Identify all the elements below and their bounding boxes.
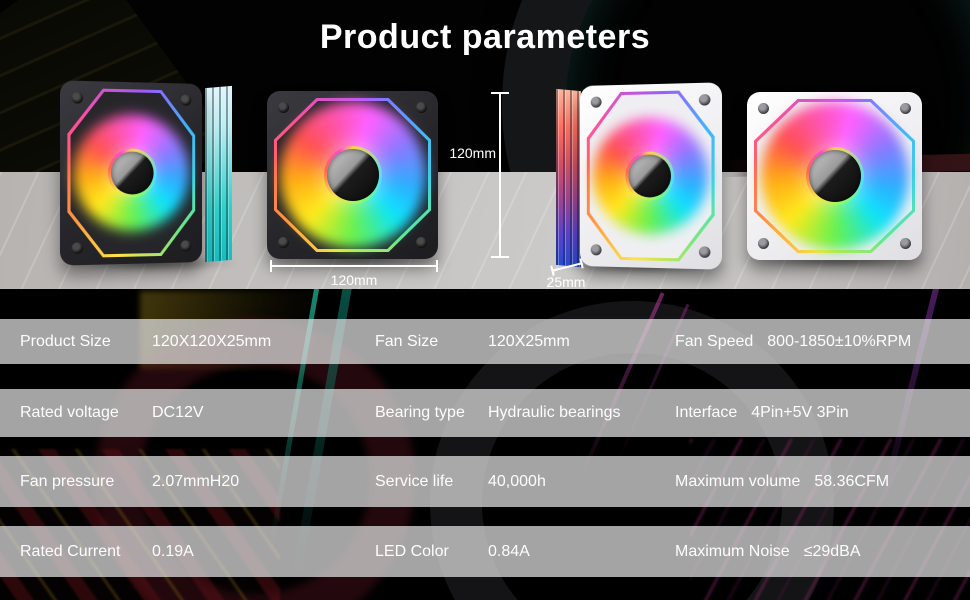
spec-value: 2.07mmH20 — [152, 472, 240, 490]
spec-cell: Maximum Noise ≤29dBA — [675, 543, 970, 561]
screw-hole-icon — [698, 246, 711, 258]
spec-label: Product Size — [20, 332, 111, 350]
width-dimension-label: 120mm — [330, 272, 378, 288]
spec-row-electrical: Rated voltage DC12V Bearing type Hydraul… — [0, 389, 970, 437]
screw-hole-icon — [900, 238, 911, 249]
spec-label: Rated voltage — [20, 404, 119, 421]
fan-frame — [580, 82, 723, 270]
screw-hole-icon — [180, 240, 192, 252]
fan-hub-core — [808, 150, 861, 202]
black-fan-front-view — [267, 91, 438, 259]
spec-value: 120X25mm — [488, 332, 570, 350]
screw-hole-icon — [758, 238, 769, 249]
screw-hole-icon — [698, 94, 711, 106]
fan-frame — [267, 91, 438, 259]
screw-hole-icon — [590, 244, 602, 256]
spec-label: Fan pressure — [20, 472, 115, 490]
spec-value: 40,000h — [488, 472, 546, 490]
spec-value: 120X120X25mm — [152, 332, 272, 350]
spec-value: 800-1850±10%RPM — [767, 332, 912, 350]
width-dimension-line — [270, 260, 438, 272]
spec-label: Service life — [375, 472, 454, 490]
spec-label: Interface — [675, 404, 738, 421]
fan-hub — [323, 146, 382, 204]
fan-hub — [805, 147, 864, 205]
spec-row-size: Product Size 120X120X25mm Fan Size 120X2… — [0, 319, 970, 364]
spec-label: Maximum volume — [675, 472, 801, 490]
spec-value: 4Pin+5V 3Pin — [751, 404, 849, 421]
white-fan-front-view — [747, 92, 922, 260]
spec-value: 58.36CFM — [814, 472, 890, 490]
spec-label: Rated Current — [20, 542, 121, 560]
fan-hub — [107, 148, 157, 198]
spec-value: Hydraulic bearings — [488, 404, 621, 421]
height-dimension-label: 120mm — [449, 145, 496, 161]
spec-label: Fan Speed — [675, 332, 754, 350]
screw-hole-icon — [416, 237, 427, 248]
screw-hole-icon — [71, 92, 84, 104]
screw-hole-icon — [71, 242, 84, 254]
spec-cell: Interface 4Pin+5V 3Pin — [675, 404, 970, 422]
spec-row-performance: Fan pressure 2.07mmH20 Service life 40,0… — [0, 456, 970, 507]
page-title: Product parameters — [319, 18, 651, 56]
spec-value: 0.84A — [488, 542, 530, 560]
screw-hole-icon — [900, 103, 911, 114]
spec-value: 0.19A — [152, 542, 194, 560]
rgb-side-strip — [556, 88, 581, 268]
fan-frame — [747, 92, 922, 260]
screw-hole-icon — [590, 96, 602, 108]
screw-hole-icon — [278, 102, 289, 113]
fan-frame — [59, 80, 203, 266]
rgb-side-strip — [205, 85, 232, 263]
screw-hole-icon — [180, 94, 192, 106]
screw-hole-icon — [278, 237, 289, 248]
spec-label: Maximum Noise — [675, 542, 790, 560]
spec-cell: Maximum volume 58.36CFM — [675, 473, 970, 491]
black-fan-side-view — [59, 80, 232, 268]
fan-hub-core — [326, 149, 379, 201]
height-dimension-line — [491, 92, 509, 258]
fan-hub-core — [111, 151, 154, 195]
spec-label: Bearing type — [375, 404, 465, 421]
screw-hole-icon — [416, 102, 427, 113]
fan-hub — [625, 151, 675, 201]
spec-value: ≤29dBA — [803, 542, 861, 560]
spec-label: Fan Size — [375, 332, 439, 350]
spec-cell: Fan Speed 800-1850±10%RPM — [675, 333, 970, 351]
screw-hole-icon — [758, 103, 769, 114]
thickness-dimension-label: 25mm — [546, 274, 586, 290]
spec-row-current-noise: Rated Current 0.19A LED Color 0.84A Maxi… — [0, 526, 970, 577]
fan-hub-core — [628, 154, 671, 198]
spec-value: DC12V — [152, 404, 204, 421]
spec-label: LED Color — [375, 542, 449, 560]
white-fan-side-view — [556, 82, 723, 272]
